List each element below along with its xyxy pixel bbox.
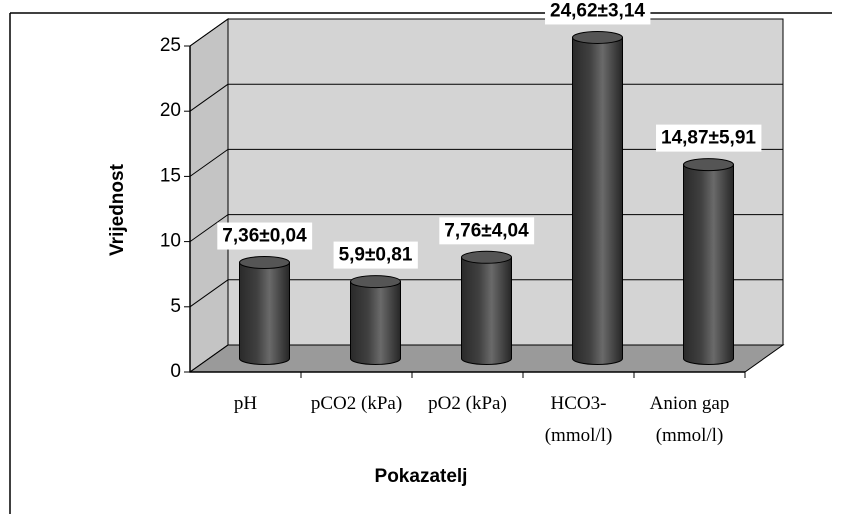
value-label: 7,36±0,04: [222, 226, 307, 247]
y-tick-label: 10: [160, 231, 181, 252]
value-label-box: [333, 241, 418, 269]
x-tick-label: pCO2 (kPa): [310, 393, 403, 414]
y-tick-label: 0: [170, 361, 181, 382]
x-tick-label: HCO3- (mmol/l): [544, 393, 613, 446]
x-tick-label: Anion gap (mmol/l): [649, 393, 730, 446]
value-label: 5,9±0,81: [339, 245, 413, 266]
grid-line: [189, 83, 229, 112]
value-label: 7,76±4,04: [444, 220, 529, 241]
x-tick-label: pO2 (kPa): [428, 393, 507, 414]
bar: [461, 256, 512, 365]
y-tick-label: 20: [160, 100, 181, 121]
value-label: 24,62±3,14: [550, 0, 645, 21]
x-tick-label: pH: [233, 393, 258, 414]
y-tick-label: 25: [160, 35, 181, 56]
value-label-box: [545, 0, 651, 25]
value-label-box: [656, 124, 762, 152]
grid-line: [189, 344, 229, 373]
grid-line: [189, 279, 229, 308]
value-label-box: [439, 217, 535, 245]
bar: [572, 36, 623, 365]
bar-top: [461, 250, 512, 264]
bar-top: [350, 275, 401, 289]
bar-top: [572, 30, 623, 44]
x-axis-title: Pokazatelj: [375, 466, 468, 487]
value-label-box: [217, 222, 313, 250]
grid-line: [189, 214, 229, 243]
y-tick-label: 15: [160, 165, 181, 186]
value-label: 14,87±5,91: [661, 128, 756, 149]
bar: [683, 164, 734, 365]
bar: [239, 262, 290, 365]
side-wall: [189, 18, 229, 373]
grid-line: [189, 148, 229, 177]
y-axis-title: Vrijednost: [107, 163, 128, 256]
bar-top: [239, 256, 290, 270]
y-tick-label: 5: [170, 296, 181, 317]
grid-line: [189, 18, 229, 47]
bar: [350, 281, 401, 365]
bar-top: [683, 158, 734, 172]
